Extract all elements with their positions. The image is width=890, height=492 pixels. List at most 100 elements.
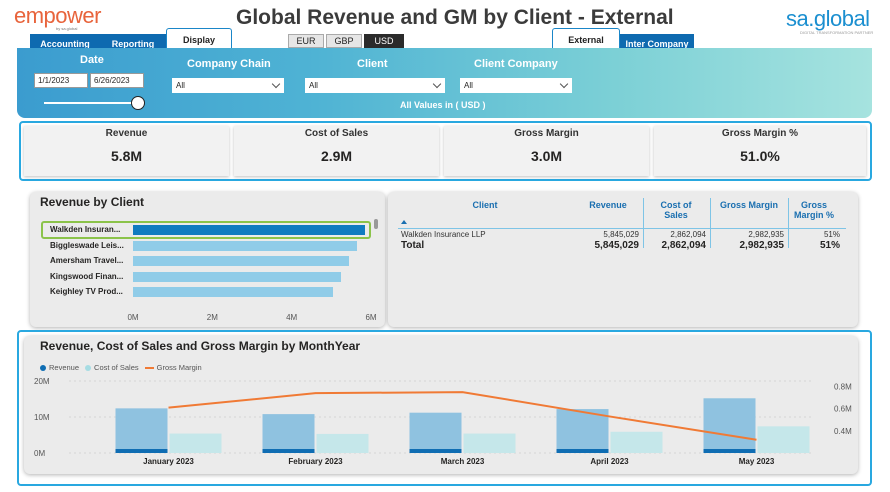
revenue-bar[interactable] [556, 409, 609, 453]
date-slider-track[interactable] [44, 102, 140, 104]
date-from-input[interactable]: 1/1/2023 [34, 73, 88, 88]
date-slider-handle[interactable] [131, 96, 145, 110]
client-company-value: All [464, 81, 473, 90]
x-axis-tick: 4M [286, 313, 298, 322]
header-divider [398, 228, 846, 229]
chevron-down-icon [271, 79, 281, 89]
monthly-chart-title: Revenue, Cost of Sales and Gross Margin … [40, 339, 361, 353]
kpi-gm-pct-card: Gross Margin % 51.0% [654, 126, 866, 176]
gross-margin-line[interactable] [168, 391, 757, 441]
column-header-gm-pct[interactable]: Gross Margin % [793, 200, 834, 220]
page-title: Global Revenue and GM by Client - Extern… [236, 6, 674, 29]
revenue-bar-base[interactable] [262, 449, 315, 453]
legend-cost-label[interactable]: Cost of Sales [94, 363, 139, 372]
client-company-dropdown[interactable]: All [460, 78, 572, 93]
all-values-note: All Values in ( USD ) [400, 100, 486, 110]
month-label: March 2023 [441, 457, 485, 466]
kpi-label: Gross Margin [514, 128, 579, 139]
legend-revenue-label[interactable]: Revenue [49, 363, 80, 372]
kpi-value: 2.9M [320, 148, 353, 164]
column-header-revenue[interactable]: Revenue [589, 200, 627, 210]
y-right-tick: 0.8M [834, 383, 852, 392]
tab-display[interactable]: Display [166, 28, 232, 50]
revenue-by-client-title: Revenue by Client [40, 195, 145, 209]
revenue-bar[interactable] [409, 412, 462, 453]
table-row-gm: 2,982,935 [748, 230, 784, 239]
legend-gm-label[interactable]: Gross Margin [156, 363, 202, 372]
currency-usd-button[interactable]: USD [364, 34, 404, 48]
revenue-bar[interactable] [115, 408, 168, 453]
table-total-revenue: 5,845,029 [594, 240, 640, 251]
client-table-panel [388, 192, 858, 327]
scrollbar[interactable] [374, 219, 378, 229]
client-bar[interactable] [133, 271, 342, 282]
cost-bar[interactable] [757, 426, 810, 453]
client-bar-label[interactable]: Amersham Travel... [50, 256, 124, 265]
month-label: February 2023 [288, 457, 343, 466]
y-left-tick: 10M [34, 413, 50, 422]
currency-eur-button[interactable]: EUR [288, 34, 324, 48]
column-header-client[interactable]: Client [472, 200, 498, 210]
table-total-gm: 2,982,935 [739, 240, 785, 251]
kpi-value: 5.8M [110, 148, 143, 164]
client-bar[interactable] [133, 256, 350, 266]
client-bar[interactable] [133, 225, 366, 235]
legend-revenue-swatch [40, 364, 46, 371]
client-bar-label[interactable]: Walkden Insuran... [50, 225, 121, 234]
revenue-bar-base[interactable] [556, 449, 609, 453]
company-chain-value: All [176, 81, 185, 90]
client-value: All [309, 81, 318, 90]
cost-bar[interactable] [169, 433, 222, 453]
client-dropdown[interactable]: All [305, 78, 445, 93]
tab-external[interactable]: External [552, 28, 620, 50]
empower-logo: empower [14, 3, 101, 28]
revenue-bar-base[interactable] [703, 449, 756, 453]
sa-global-tagline: DIGITAL TRANSFORMATION PARTNER [800, 30, 874, 35]
revenue-bar-base[interactable] [115, 449, 168, 453]
table-row-revenue: 5,845,029 [603, 230, 639, 239]
revenue-bar-base[interactable] [409, 449, 462, 453]
client-bar[interactable] [133, 240, 358, 251]
monthly-chart-plot: 0M 10M 20M 0.4M 0.6M 0.8M January 2023 February… [34, 377, 852, 466]
table-row-client[interactable]: Walkden Insurance LLP [401, 230, 486, 239]
client-bar[interactable] [133, 287, 334, 297]
client-bar-label[interactable]: Biggleswade Leis... [50, 240, 124, 250]
client-bar-label[interactable]: Keighley TV Prod... [50, 287, 123, 296]
sort-arrow-icon[interactable] [401, 220, 407, 224]
table-total-cost: 2,862,094 [661, 240, 707, 251]
company-chain-dropdown[interactable]: All [172, 78, 284, 93]
chart-legend: Revenue Cost of Sales Gross Margin [40, 363, 202, 372]
table-row-gm-pct: 51% [823, 230, 840, 239]
x-axis-tick: 2M [206, 313, 218, 322]
legend-gm-swatch [144, 366, 154, 369]
date-label: Date [80, 54, 104, 66]
month-label: January 2023 [143, 457, 194, 466]
client-bar-label[interactable]: Kingswood Finan... [50, 271, 124, 281]
column-divider [643, 198, 644, 248]
x-axis-tick: 6M [365, 313, 377, 322]
kpi-cost-card: Cost of Sales 2.9M [234, 126, 439, 176]
column-header-gm[interactable]: Gross Margin [719, 200, 778, 210]
y-right-tick: 0.6M [834, 405, 852, 414]
kpi-label: Revenue [105, 128, 148, 139]
selected-client-highlight [41, 221, 371, 239]
kpi-gm-card: Gross Margin 3.0M [444, 126, 649, 176]
date-to-input[interactable]: 6/26/2023 [90, 73, 144, 88]
x-axis-tick: 0M [127, 313, 139, 322]
legend-cost-swatch [85, 364, 92, 371]
table-row-cost: 2,862,094 [670, 230, 706, 239]
currency-gbp-button[interactable]: GBP [326, 34, 362, 48]
column-header-cost[interactable]: Cost of Sales [660, 200, 692, 220]
column-divider [710, 198, 711, 248]
column-divider [788, 198, 789, 248]
chevron-down-icon [559, 79, 569, 89]
cost-bar[interactable] [463, 433, 516, 453]
revenue-bar[interactable] [703, 398, 756, 453]
cost-bar[interactable] [610, 431, 663, 453]
kpi-revenue-card: Revenue 5.8M [24, 126, 229, 176]
empower-logo-sub: by sa.global [56, 26, 78, 31]
y-right-tick: 0.4M [834, 427, 852, 436]
client-company-label: Client Company [474, 58, 558, 70]
cost-bar[interactable] [316, 433, 369, 453]
revenue-bar[interactable] [262, 414, 315, 453]
